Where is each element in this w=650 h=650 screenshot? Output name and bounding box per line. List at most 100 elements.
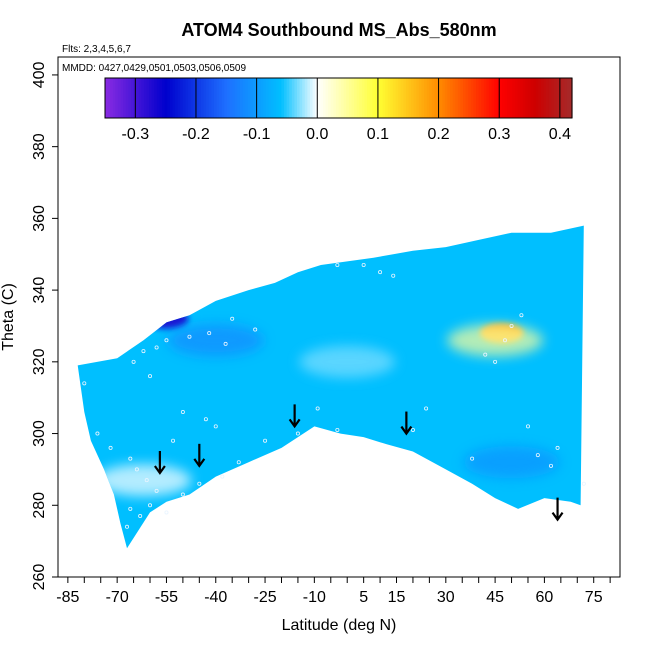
colorbar-segment bbox=[278, 78, 283, 118]
colorbar-tick-label: 0.0 bbox=[306, 126, 328, 143]
colorbar-segment bbox=[514, 78, 519, 118]
arrow-head bbox=[153, 465, 166, 475]
colorbar-segment bbox=[483, 78, 487, 118]
colorbar-segment bbox=[488, 78, 493, 118]
colorbar-segment bbox=[195, 78, 199, 118]
colorbar-segment bbox=[351, 78, 355, 118]
colorbar-segment bbox=[418, 78, 423, 118]
colorbar-segment bbox=[478, 78, 482, 118]
colorbar-segment bbox=[226, 78, 231, 118]
colorbar-segment bbox=[553, 78, 558, 118]
x-tick-label: 75 bbox=[585, 589, 603, 606]
colorbar-segment bbox=[564, 78, 568, 118]
feature-blob bbox=[167, 324, 264, 357]
x-axis: -85 -70 -55 -40 -25 -10 5 15 30 45 60 75 bbox=[56, 577, 611, 606]
colorbar-segment bbox=[543, 78, 547, 118]
colorbar-tick-label: 0.1 bbox=[367, 126, 389, 143]
colorbar-segment bbox=[504, 78, 508, 118]
colorbar-segment bbox=[206, 78, 210, 118]
colorbar-segment bbox=[559, 78, 563, 118]
colorbar-segment bbox=[387, 78, 391, 118]
colorbar-segment bbox=[128, 78, 132, 118]
sample-point bbox=[180, 492, 185, 497]
colorbar-segment bbox=[431, 78, 436, 118]
colorbar-segment bbox=[535, 78, 539, 118]
sample-point bbox=[148, 503, 153, 508]
colorbar-segment bbox=[512, 78, 516, 118]
colorbar-segment bbox=[395, 78, 399, 118]
colorbar-segment bbox=[317, 78, 321, 118]
colorbar-segment bbox=[188, 78, 192, 118]
colorbar-segment bbox=[392, 78, 397, 118]
colorbar-segment bbox=[304, 78, 308, 118]
sample-point bbox=[263, 438, 268, 443]
x-axis-label: Latitude (deg N) bbox=[282, 617, 397, 634]
x-tick-label: -70 bbox=[106, 589, 129, 606]
colorbar-segment bbox=[408, 78, 412, 118]
sample-point bbox=[154, 345, 159, 350]
colorbar-segment bbox=[429, 78, 433, 118]
colorbar-segment bbox=[468, 78, 472, 118]
x-tick-label: 45 bbox=[486, 589, 504, 606]
sample-point bbox=[361, 262, 366, 267]
flight-arrow bbox=[551, 497, 564, 522]
sample-point bbox=[230, 316, 235, 321]
colorbar-segment bbox=[561, 78, 565, 118]
flight-arrow bbox=[400, 411, 413, 436]
sample-point bbox=[134, 467, 139, 472]
colorbar-segment bbox=[330, 78, 334, 118]
colorbar-segment bbox=[447, 78, 451, 118]
x-tick-label: -55 bbox=[155, 589, 178, 606]
colorbar-segment bbox=[473, 78, 477, 118]
sample-point bbox=[470, 456, 475, 461]
colorbar-segment bbox=[424, 78, 428, 118]
colorbar-segment bbox=[470, 78, 475, 118]
flights-label: Flts: 2,3,4,5,6,7 bbox=[62, 44, 131, 55]
colorbar-segment bbox=[556, 78, 560, 118]
colorbar-segment bbox=[234, 78, 238, 118]
colorbar-segment bbox=[507, 78, 511, 118]
sample-point bbox=[207, 331, 212, 336]
colorbar: -0.3 -0.2 -0.1 0.0 0.1 0.2 0.3 0.4 bbox=[104, 77, 573, 143]
colorbar-segment bbox=[242, 78, 246, 118]
colorbar-segment bbox=[216, 78, 220, 118]
flight-arrow bbox=[153, 451, 166, 475]
colorbar-segment bbox=[444, 78, 449, 118]
y-tick-label: 340 bbox=[31, 277, 48, 304]
colorbar-segment bbox=[520, 78, 524, 118]
colorbar-segment bbox=[105, 78, 109, 118]
colorbar-segment bbox=[400, 78, 404, 118]
colorbar-segment bbox=[213, 78, 218, 118]
y-axis-label: Theta (C) bbox=[0, 283, 17, 351]
colorbar-segment bbox=[522, 78, 526, 118]
colorbar-segment bbox=[177, 78, 181, 118]
sample-point bbox=[315, 406, 320, 411]
colorbar-segment bbox=[169, 78, 174, 118]
colorbar-segment bbox=[385, 78, 389, 118]
colorbar-segment bbox=[221, 78, 225, 118]
colorbar-segment bbox=[185, 78, 189, 118]
sample-point bbox=[378, 270, 383, 275]
x-tick-label: -40 bbox=[204, 589, 227, 606]
colorbar-segment bbox=[569, 78, 573, 118]
feature-blob bbox=[95, 464, 192, 497]
colorbar-segment bbox=[309, 78, 314, 118]
colorbar-segment bbox=[180, 78, 184, 118]
colorbar-segment bbox=[284, 78, 288, 118]
colorbar-segment bbox=[346, 78, 350, 118]
sample-point bbox=[213, 424, 218, 429]
colorbar-segment bbox=[481, 78, 485, 118]
colorbar-segment bbox=[315, 78, 319, 118]
colorbar-segment bbox=[538, 78, 542, 118]
colorbar-segment bbox=[377, 78, 381, 118]
colorbar-segment bbox=[359, 78, 363, 118]
colorbar-segment bbox=[294, 78, 298, 118]
colorbar-segment bbox=[237, 78, 241, 118]
arrow-head bbox=[288, 418, 301, 429]
colorbar-segment bbox=[299, 78, 303, 118]
colorbar-segment bbox=[361, 78, 366, 118]
colorbar-segment bbox=[434, 78, 438, 118]
sample-point bbox=[138, 514, 143, 519]
sample-point bbox=[148, 374, 153, 379]
colorbar-segment bbox=[159, 78, 163, 118]
